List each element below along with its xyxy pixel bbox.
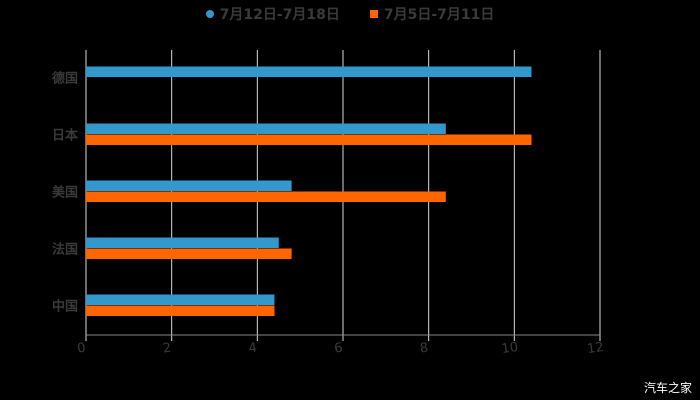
x-tick-label: 12 [586,340,604,357]
watermark: 汽车之家 [643,381,692,395]
bar[interactable] [86,294,275,306]
y-category-label: 美国 [52,185,78,201]
legend-item-series-2[interactable]: 7月5日-7月11日 [369,4,495,24]
circle-marker-icon [205,10,214,18]
x-tick-label: 6 [333,341,343,357]
bar[interactable] [86,237,279,249]
x-tick-label: 0 [76,341,86,357]
y-category-label: 德国 [52,71,78,87]
x-tick-label: 10 [501,340,519,357]
x-tick-label: 2 [162,341,172,357]
x-tick-label: 4 [248,341,258,357]
bar[interactable] [86,180,292,192]
y-category-label: 日本 [52,128,78,144]
bar[interactable] [86,305,275,317]
bar[interactable] [86,134,532,146]
legend-label: 7月5日-7月11日 [383,7,495,23]
chart-legend: 7月12日-7月18日 7月5日-7月11日 [0,4,700,24]
square-marker-icon [369,10,378,18]
x-tick-label: 8 [419,341,429,357]
legend-label: 7月12日-7月18日 [219,7,340,23]
bar[interactable] [86,248,292,260]
bar[interactable] [86,123,446,135]
y-category-label: 法国 [52,242,78,258]
bar[interactable] [86,66,532,78]
y-category-label: 中国 [52,299,78,315]
bar[interactable] [86,191,446,203]
legend-item-series-1[interactable]: 7月12日-7月18日 [205,4,340,24]
